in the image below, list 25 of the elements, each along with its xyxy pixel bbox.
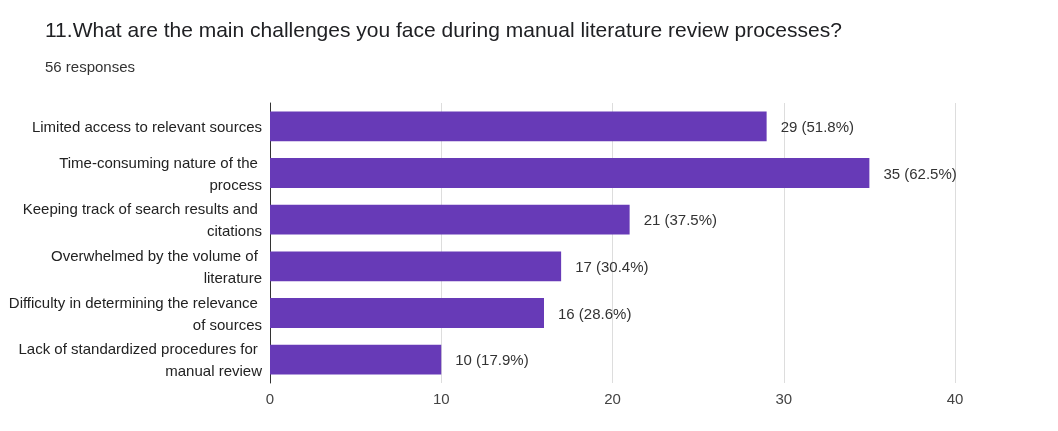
y-tick-label: Lack of standardized procedures for manual review	[18, 340, 263, 380]
y-tick-label: Overwhelmed by the volume of literature	[51, 246, 262, 286]
data-label: 10 (17.9%)	[455, 351, 529, 369]
y-tick-label: Difficulty in determining the relevance of sources	[8, 293, 262, 333]
data-label: 17 (30.4%)	[575, 257, 649, 275]
x-tick-label: 40	[946, 390, 964, 407]
x-tick-label: 0	[265, 390, 275, 407]
bar	[270, 204, 630, 235]
bar	[270, 298, 544, 328]
data-label: 21 (37.5%)	[643, 211, 717, 229]
x-tick-label: 20	[604, 390, 621, 407]
data-label: 29 (51.8%)	[780, 117, 854, 135]
y-tick-label: Limited access to relevant sources	[31, 117, 262, 135]
text: 56 responses	[45, 58, 136, 75]
y-tick-label: Keeping track of search results and citations	[22, 200, 262, 240]
x-tick-label: 10	[432, 390, 450, 407]
bar	[270, 251, 562, 282]
x-tick-label: 30	[775, 390, 793, 407]
bar	[270, 344, 442, 375]
bar	[270, 111, 767, 142]
y-tick-label: Time-consuming nature of the process	[59, 153, 262, 193]
data-label: 16 (28.6%)	[558, 304, 632, 322]
bar	[270, 158, 870, 188]
data-label: 35 (62.5%)	[883, 164, 957, 182]
chart-title: 11.What are the main challenges you face during manual literature review processes?	[45, 18, 842, 41]
